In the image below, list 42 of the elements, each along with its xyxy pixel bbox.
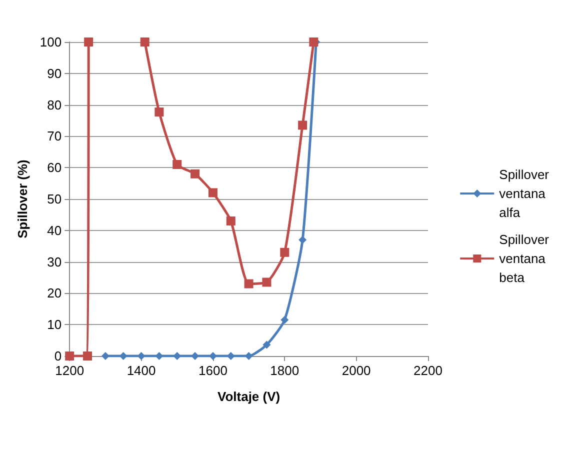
legend-label: Spillover ventana alfa — [499, 167, 550, 220]
point — [140, 38, 150, 46]
point — [244, 352, 253, 360]
point — [83, 352, 92, 360]
point — [208, 188, 218, 198]
point — [280, 316, 289, 324]
point — [84, 38, 94, 46]
point — [172, 160, 182, 169]
y-tick-label: 50 — [47, 192, 62, 206]
y-tick-label: 40 — [47, 222, 62, 238]
y-tick-label: 30 — [47, 254, 62, 270]
y-tick-label: 20 — [47, 286, 62, 301]
x-axis-title: Voltaje (V) — [217, 389, 280, 404]
point — [244, 279, 254, 288]
point — [262, 340, 271, 349]
y-tick-label: 90 — [47, 66, 62, 81]
point — [190, 169, 200, 178]
y-tick-label: 80 — [47, 97, 62, 112]
point — [155, 352, 164, 360]
y-tick-label: 100 — [40, 34, 62, 50]
point — [137, 352, 146, 360]
point — [119, 352, 128, 360]
y-axis-title: Spillover (%) — [15, 160, 30, 238]
x-tick-label: 2000 — [342, 363, 371, 378]
point — [226, 216, 236, 226]
x-tick-label: 1600 — [198, 363, 228, 378]
point — [298, 120, 308, 130]
y-tick-label: 60 — [47, 160, 62, 176]
point — [154, 108, 164, 117]
x-tick-label: 1400 — [126, 363, 156, 378]
point — [298, 236, 307, 244]
x-tick-label: 2200 — [414, 363, 442, 378]
x-tick-label: 1800 — [270, 363, 300, 378]
y-tick-label: 0 — [54, 348, 62, 364]
point — [262, 278, 272, 287]
x-tick-label: 1200 — [55, 363, 84, 378]
point — [280, 248, 290, 257]
point — [101, 352, 110, 360]
y-tick-label: 10 — [47, 317, 62, 332]
y-tick-label: 70 — [47, 128, 62, 144]
legend-label: Spillover ventana beta — [499, 232, 550, 285]
point — [309, 38, 318, 46]
